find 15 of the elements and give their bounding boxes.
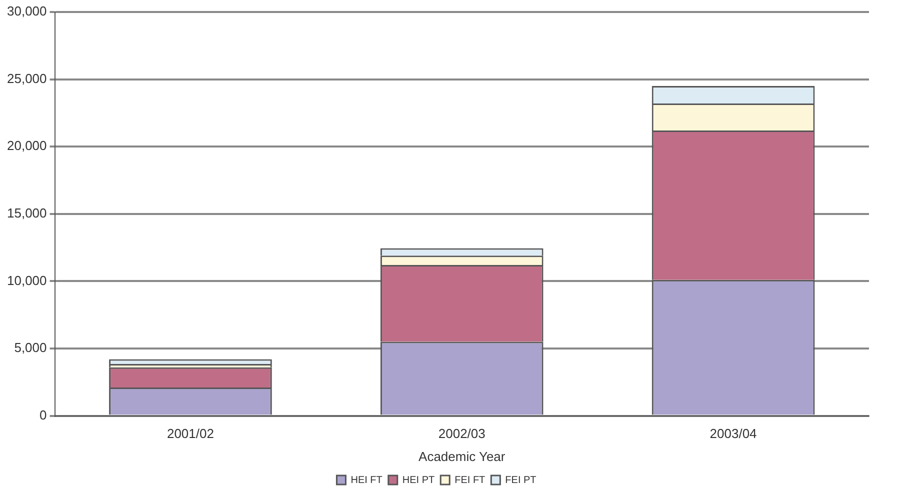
- y-tick-label: 20,000: [6, 138, 47, 154]
- x-tick-label: 2003/04: [710, 426, 757, 442]
- y-tick-label: 0: [40, 407, 47, 422]
- x-axis-title: Academic Year: [418, 448, 506, 464]
- x-tick-label: 2001/02: [166, 426, 214, 442]
- legend-label: HEI FT: [350, 474, 382, 486]
- y-tick-label: 15,000: [6, 205, 47, 220]
- y-tick-label: 25,000: [6, 70, 47, 86]
- y-tick-label: 5,000: [14, 340, 47, 356]
- legend-label: FEI FT: [454, 474, 486, 486]
- legend-label: HEI PT: [402, 474, 435, 486]
- legend-label: FEI PT: [505, 474, 536, 486]
- y-tick-label: 30,000: [6, 4, 47, 19]
- x-tick-label: 2002/03: [438, 426, 486, 442]
- y-tick-label: 10,000: [6, 272, 47, 288]
